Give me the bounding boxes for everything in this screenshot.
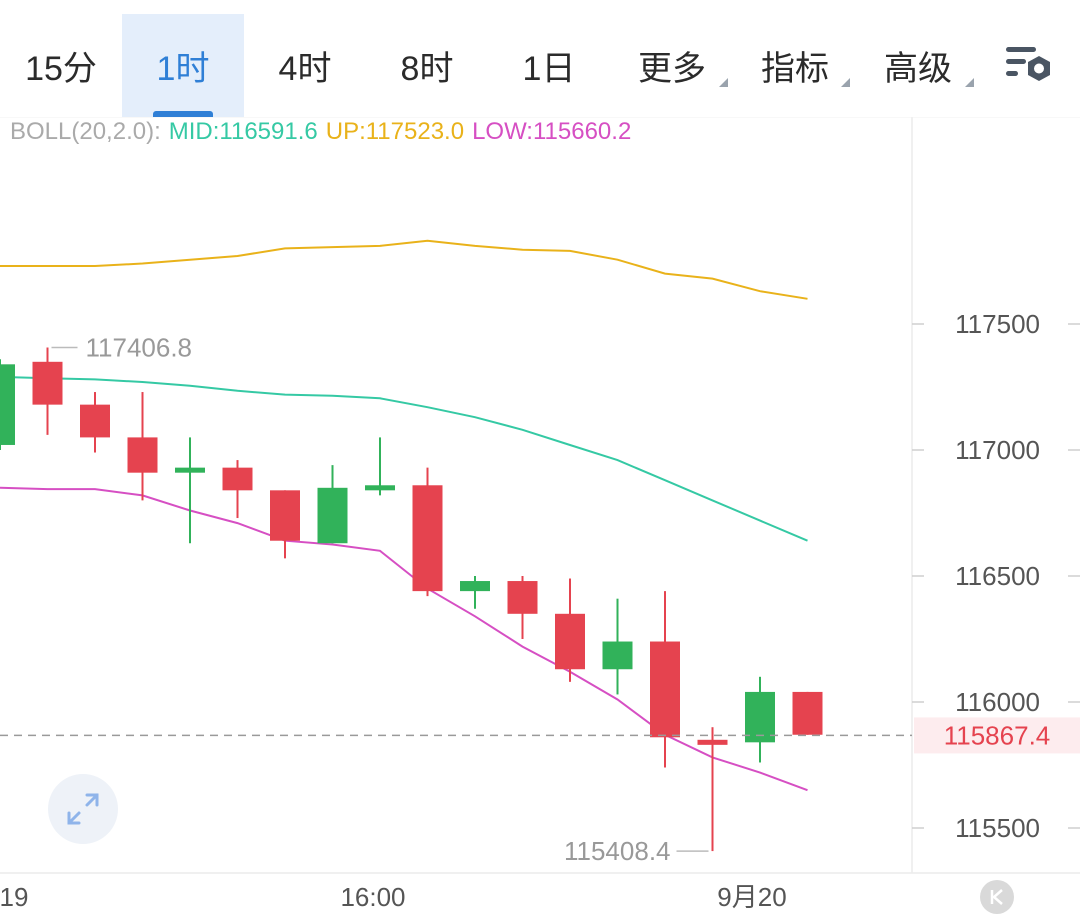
candle-body — [270, 490, 300, 541]
tab-1[interactable]: 1时 — [122, 14, 244, 117]
tab-5[interactable]: 更多 — [610, 14, 734, 117]
boll-legend: BOLL(20,2.0): MID:116591.6 UP:117523.0 LOW:… — [10, 118, 639, 154]
tab-label: 1日 — [522, 50, 576, 88]
tab-label: 4时 — [278, 50, 332, 88]
price-tick-label: 115500 — [955, 813, 1040, 843]
candle-body — [507, 581, 538, 614]
price-chart[interactable]: 117500 117000 116500 116000 115500 19 16:00 9月2… — [0, 117, 1080, 911]
price-tick-label: 117500 — [955, 309, 1040, 339]
chevron-k-icon — [990, 889, 1003, 905]
chart-settings-icon[interactable] — [1000, 38, 1058, 96]
boll-legend-low: LOW:115660.2 — [472, 118, 632, 145]
candle-body — [80, 404, 110, 438]
dropdown-caret-icon — [965, 78, 974, 87]
tab-label: 1时 — [156, 50, 210, 88]
active-tab-indicator — [153, 111, 213, 117]
candle-body — [460, 581, 490, 592]
candle-body — [222, 467, 253, 491]
low-marker-label: 115408.4 — [564, 836, 671, 866]
price-tick-label: 117000 — [955, 435, 1040, 465]
boll-legend-mid: MID:116591.6 — [168, 118, 318, 145]
tab-label: 指标 — [761, 50, 829, 88]
price-tick-label: 116500 — [955, 561, 1040, 591]
tab-2[interactable]: 4时 — [244, 14, 366, 117]
candle-body — [127, 437, 158, 473]
tab-label: 15分 — [25, 50, 97, 88]
candle-body — [175, 467, 205, 473]
dropdown-caret-icon — [719, 78, 728, 87]
current-price-tag — [914, 717, 1080, 754]
candle-body — [555, 613, 585, 670]
fullscreen-button[interactable] — [48, 774, 118, 844]
candle-body — [745, 691, 775, 743]
candle-body — [365, 485, 395, 491]
candle-body — [602, 641, 633, 670]
timeframe-tabs: 15分 1时 4时 8时 1日 更多 指标 高级 — [0, 0, 1080, 117]
time-axis-label: 19 — [0, 882, 28, 911]
candle-body — [317, 487, 348, 544]
candle-body — [32, 361, 63, 405]
candle-body — [0, 364, 15, 445]
current-price-label: 115867.4 — [944, 720, 1051, 750]
tab-6[interactable]: 指标 — [734, 14, 856, 117]
candle-body — [650, 641, 680, 738]
dropdown-caret-icon — [841, 78, 850, 87]
tab-label: 高级 — [884, 50, 952, 88]
tab-4[interactable]: 1日 — [488, 14, 610, 117]
tab-3[interactable]: 8时 — [366, 14, 488, 117]
tab-7[interactable]: 高级 — [856, 14, 980, 117]
expand-icon — [67, 793, 99, 825]
candle-body — [412, 485, 443, 592]
boll-legend-name: BOLL(20,2.0): — [10, 118, 161, 145]
boll-upper-line — [0, 239, 808, 300]
candle-body — [792, 691, 823, 735]
scroll-to-latest-button[interactable] — [980, 880, 1014, 914]
price-tick-label: 116000 — [955, 687, 1040, 717]
high-marker-label: 117406.8 — [86, 332, 193, 362]
tab-0[interactable]: 15分 — [0, 14, 122, 117]
candle-body — [697, 739, 728, 745]
boll-mid-line — [0, 375, 808, 542]
boll-lower-line — [0, 486, 808, 792]
boll-legend-up: UP:117523.0 — [325, 118, 465, 145]
time-axis-label: 16:00 — [340, 882, 405, 911]
tab-label: 8时 — [400, 50, 454, 88]
time-axis-label: 9月20 — [717, 882, 786, 911]
tab-label: 更多 — [638, 50, 706, 88]
